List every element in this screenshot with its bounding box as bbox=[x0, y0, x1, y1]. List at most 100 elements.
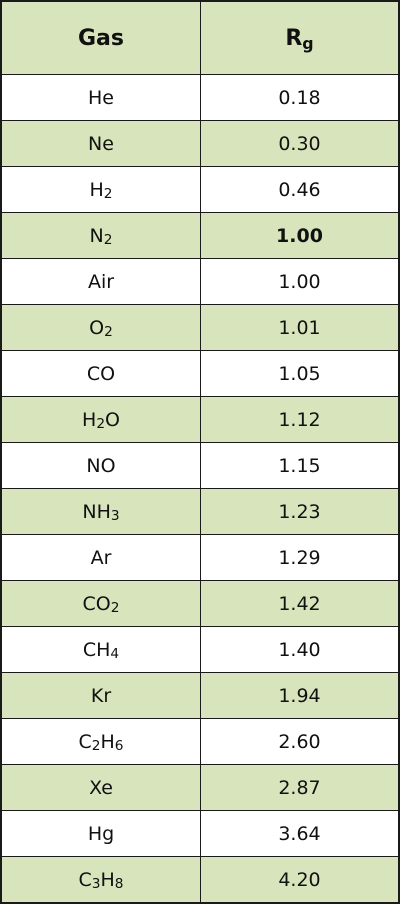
rg-value-cell: 2.60 bbox=[201, 719, 398, 764]
rg-value-cell: 0.30 bbox=[201, 121, 398, 166]
table-row: CO 1.05 bbox=[2, 350, 398, 396]
header-rg-main: R bbox=[285, 25, 303, 51]
rg-value: 2.87 bbox=[278, 776, 321, 799]
gas-formula-text: Ne bbox=[88, 132, 114, 155]
rg-value: 1.40 bbox=[278, 638, 321, 661]
table-row: H 2 O 1.12 bbox=[2, 396, 398, 442]
gas-formula-text: O bbox=[89, 316, 105, 339]
gas-cell: NH 3 bbox=[2, 489, 201, 534]
gas-formula-text: H bbox=[100, 868, 115, 891]
gas-formula-text: H bbox=[100, 730, 115, 753]
rg-value: 1.29 bbox=[278, 546, 321, 569]
rg-value-cell: 1.42 bbox=[201, 581, 398, 626]
table-row: NO 1.15 bbox=[2, 442, 398, 488]
rg-value: 1.05 bbox=[278, 362, 321, 385]
rg-value-cell: 1.00 bbox=[201, 213, 398, 258]
gas-formula-text: Kr bbox=[90, 684, 112, 707]
rg-value-cell: 1.15 bbox=[201, 443, 398, 488]
gas-formula-text: O bbox=[105, 408, 120, 431]
gas-cell: CO bbox=[2, 351, 201, 396]
gas-formula-text: H bbox=[89, 178, 104, 201]
rg-value: 1.15 bbox=[278, 454, 321, 477]
gas-formula-text: Xe bbox=[89, 776, 113, 799]
gas-formula-text: CO bbox=[82, 592, 111, 615]
rg-value: 1.01 bbox=[278, 316, 321, 339]
table-row: C 3 H 8 4.20 bbox=[2, 856, 398, 902]
gas-cell: CO 2 bbox=[2, 581, 201, 626]
header-gas-label: Gas bbox=[78, 25, 124, 51]
gas-cell: He bbox=[2, 75, 201, 120]
rg-value-cell: 0.18 bbox=[201, 75, 398, 120]
rg-value-cell: 1.01 bbox=[201, 305, 398, 350]
table-row: H 2 0.46 bbox=[2, 166, 398, 212]
gas-formula-text: C bbox=[78, 730, 92, 753]
table-row: Ar 1.29 bbox=[2, 534, 398, 580]
gas-formula-text: H bbox=[82, 408, 97, 431]
table-row: Xe 2.87 bbox=[2, 764, 398, 810]
rg-value: 1.23 bbox=[278, 500, 321, 523]
table-row: C 2 H 6 2.60 bbox=[2, 718, 398, 764]
rg-value-cell: 1.23 bbox=[201, 489, 398, 534]
gas-formula-text: CO bbox=[86, 362, 116, 385]
rg-value-cell: 1.00 bbox=[201, 259, 398, 304]
rg-value: 3.64 bbox=[278, 822, 321, 845]
table-row: CH 4 1.40 bbox=[2, 626, 398, 672]
rg-value: 2.60 bbox=[278, 730, 321, 753]
gas-formula-text: Hg bbox=[87, 822, 115, 845]
gas-formula-text: CH bbox=[82, 638, 111, 661]
gas-cell: CH 4 bbox=[2, 627, 201, 672]
gas-cell: Ne bbox=[2, 121, 201, 166]
gas-cell: Xe bbox=[2, 765, 201, 810]
table-row: He 0.18 bbox=[2, 74, 398, 120]
gas-formula-text: Air bbox=[87, 270, 115, 293]
table-row: Air 1.00 bbox=[2, 258, 398, 304]
rg-value: 4.20 bbox=[278, 868, 321, 891]
gas-formula-text: He bbox=[88, 86, 114, 109]
rg-value-cell: 3.64 bbox=[201, 811, 398, 856]
rg-value-cell: 0.46 bbox=[201, 167, 398, 212]
rg-value: 0.18 bbox=[278, 86, 321, 109]
table-row: Kr 1.94 bbox=[2, 672, 398, 718]
rg-value: 1.12 bbox=[278, 408, 321, 431]
rg-value-cell: 2.87 bbox=[201, 765, 398, 810]
gas-cell: Air bbox=[2, 259, 201, 304]
rg-value-cell: 1.05 bbox=[201, 351, 398, 396]
rg-value: 0.30 bbox=[278, 132, 321, 155]
gas-cell: Kr bbox=[2, 673, 201, 718]
rg-value-cell: 1.94 bbox=[201, 673, 398, 718]
table-row: O 2 1.01 bbox=[2, 304, 398, 350]
gas-formula-text: C bbox=[78, 868, 92, 891]
gas-formula-text: NH bbox=[82, 500, 111, 523]
rg-value-cell: 1.40 bbox=[201, 627, 398, 672]
gas-formula-text: N bbox=[89, 224, 104, 247]
table-row: CO 2 1.42 bbox=[2, 580, 398, 626]
rg-value-cell: 1.29 bbox=[201, 535, 398, 580]
rg-value: 1.00 bbox=[276, 224, 323, 247]
rg-value: 1.42 bbox=[278, 592, 321, 615]
rg-value: 1.00 bbox=[278, 270, 321, 293]
table-body: He 0.18 Ne 0.30 H 2 0.46 N 2 1.00 Air 1.00 O 2 1.01 CO 1… bbox=[2, 74, 398, 902]
gas-cell: NO bbox=[2, 443, 201, 488]
rg-value: 1.94 bbox=[278, 684, 321, 707]
gas-cell: Ar bbox=[2, 535, 201, 580]
table-row: NH 3 1.23 bbox=[2, 488, 398, 534]
gas-cell: Hg bbox=[2, 811, 201, 856]
gas-formula-text: Ar bbox=[90, 546, 112, 569]
table-row: Hg 3.64 bbox=[2, 810, 398, 856]
gas-formula-text: NO bbox=[86, 454, 116, 477]
rg-value: 0.46 bbox=[278, 178, 321, 201]
rg-value-cell: 1.12 bbox=[201, 397, 398, 442]
table-row: N 2 1.00 bbox=[2, 212, 398, 258]
header-gas: Gas bbox=[2, 2, 201, 74]
rg-value-cell: 4.20 bbox=[201, 857, 398, 902]
table-row: Ne 0.30 bbox=[2, 120, 398, 166]
